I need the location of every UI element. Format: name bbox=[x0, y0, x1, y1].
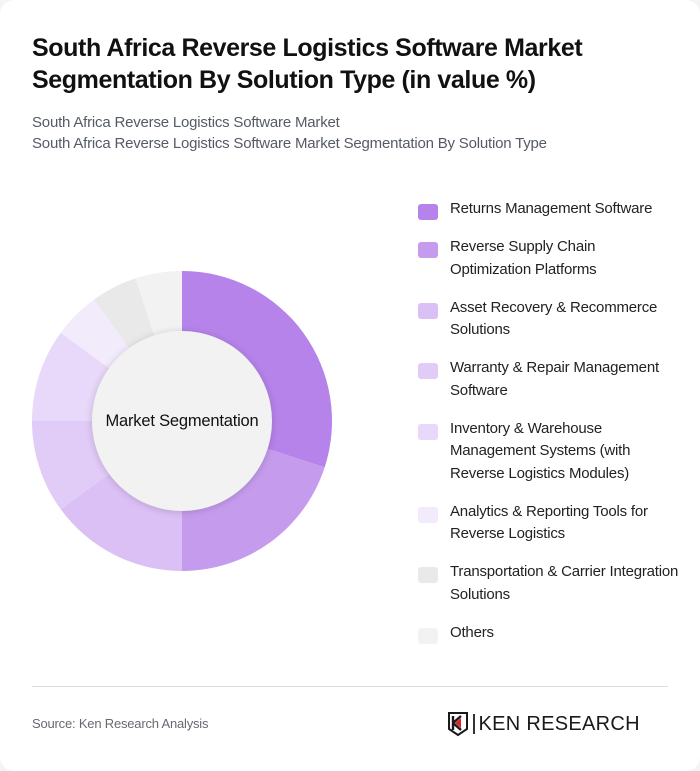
legend-label: Asset Recovery & Recommerce Solutions bbox=[450, 298, 658, 339]
logo-wordmark: KEN RESEARCH bbox=[478, 712, 640, 735]
legend-item[interactable]: Analytics & Reporting Tools for Reverse … bbox=[418, 501, 680, 546]
legend-label: Transportation & Carrier Integration Sol… bbox=[450, 563, 679, 603]
legend-item[interactable]: Others bbox=[418, 622, 680, 645]
donut-slice[interactable] bbox=[60, 299, 131, 370]
legend-swatch-icon bbox=[418, 242, 438, 258]
ken-research-shield-icon bbox=[448, 712, 468, 737]
chart-legend: Returns Management Software Reverse Suppl… bbox=[418, 198, 680, 660]
footer-divider bbox=[32, 686, 668, 687]
legend-label: Others bbox=[450, 623, 494, 641]
legend-swatch-icon bbox=[418, 363, 438, 379]
legend-swatch-icon bbox=[418, 204, 438, 220]
subtitle: South Africa Reverse Logistics Software … bbox=[32, 112, 672, 154]
logo-separator bbox=[473, 714, 475, 734]
page-title: South Africa Reverse Logistics Software … bbox=[32, 34, 583, 94]
legend-item[interactable]: Reverse Supply Chain Optimization Platfo… bbox=[418, 236, 680, 281]
legend-label: Reverse Supply Chain Optimization Platfo… bbox=[450, 238, 597, 278]
donut-slice[interactable] bbox=[182, 271, 332, 468]
legend-item[interactable]: Returns Management Software bbox=[418, 198, 680, 221]
donut-slice[interactable] bbox=[135, 271, 182, 338]
legend-label: Warranty & Repair Management Software bbox=[450, 359, 659, 399]
legend-label: Returns Management Software bbox=[450, 200, 653, 217]
subtitle-segmentation: South Africa Reverse Logistics Software … bbox=[32, 135, 547, 152]
legend-item[interactable]: Inventory & Warehouse Management Systems… bbox=[418, 418, 680, 486]
legend-label: Analytics & Reporting Tools for Reverse … bbox=[450, 502, 648, 543]
ken-research-logo: KEN RESEARCH bbox=[447, 711, 640, 737]
donut-slice[interactable] bbox=[32, 421, 111, 510]
legend-swatch-icon bbox=[418, 423, 438, 440]
subtitle-market: South Africa Reverse Logistics Software … bbox=[32, 114, 340, 131]
legend-item[interactable]: Warranty & Repair Management Software bbox=[418, 357, 680, 402]
donut-slice[interactable] bbox=[93, 278, 155, 350]
donut-slice[interactable] bbox=[32, 332, 111, 421]
legend-swatch-icon bbox=[418, 627, 438, 644]
legend-swatch-icon bbox=[418, 506, 438, 523]
legend-item[interactable]: Transportation & Carrier Integration Sol… bbox=[418, 561, 680, 606]
donut-hole bbox=[92, 331, 272, 511]
legend-label: Inventory & Warehouse Management Systems… bbox=[450, 419, 631, 482]
legend-swatch-icon bbox=[418, 567, 438, 583]
legend-item[interactable]: Asset Recovery & Recommerce Solutions bbox=[418, 297, 680, 342]
donut-chart bbox=[32, 271, 332, 571]
source-note: Source: Ken Research Analysis bbox=[32, 716, 209, 731]
donut-slice[interactable] bbox=[60, 472, 182, 571]
legend-swatch-icon bbox=[418, 302, 438, 319]
donut-slices bbox=[32, 271, 332, 571]
donut-slice[interactable] bbox=[182, 448, 325, 571]
